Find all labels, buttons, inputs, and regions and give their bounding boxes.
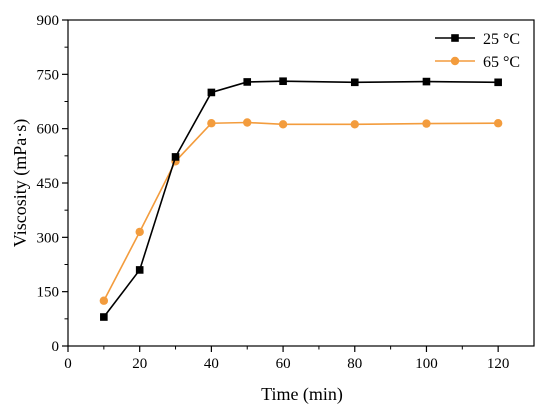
legend: 25 °C 65 °C <box>435 31 520 71</box>
plot-frame <box>67 19 535 347</box>
data-point <box>100 313 108 321</box>
series-25c <box>100 77 502 321</box>
data-point <box>135 227 144 237</box>
x-tick-label: 100 <box>415 356 438 372</box>
y-tick-label: 750 <box>37 67 60 83</box>
data-point <box>99 296 109 305</box>
data-point <box>243 118 252 127</box>
x-tick-label: 120 <box>487 356 510 372</box>
x-tick-label: 0 <box>64 356 72 372</box>
y-tick-label: 900 <box>37 13 60 29</box>
data-point <box>422 119 431 128</box>
y-tick-label: 150 <box>37 285 60 301</box>
data-point <box>243 78 252 86</box>
series-group <box>99 77 503 321</box>
data-point <box>279 77 287 86</box>
x-tick-label: 60 <box>276 356 291 372</box>
x-tick-label: 40 <box>204 356 219 372</box>
legend-label: 25 °C <box>483 31 520 48</box>
data-point <box>171 153 180 161</box>
x-tick-label: 20 <box>132 356 147 372</box>
data-point <box>494 78 502 87</box>
axes: 0 20 40 60 80 100 120 0 150 300 450 600 750 900 <box>37 13 535 372</box>
y-tick-label: 450 <box>37 176 60 192</box>
series-line <box>103 121 499 302</box>
y-tick-label: 600 <box>37 122 60 138</box>
legend-label: 65 °C <box>483 54 520 71</box>
series-65c <box>99 118 503 305</box>
x-tick-label: 80 <box>347 356 362 372</box>
x-axis-title: Time (min) <box>261 384 343 405</box>
data-point <box>207 88 216 97</box>
data-point <box>493 119 503 128</box>
data-point <box>135 266 144 274</box>
data-point <box>350 78 359 87</box>
y-tick-label: 300 <box>37 230 60 246</box>
data-point <box>207 119 216 128</box>
legend-marker <box>450 56 460 66</box>
series-line <box>103 80 499 318</box>
y-axis-title: Viscosity (mPa·s) <box>10 119 31 247</box>
data-point <box>278 120 288 129</box>
data-point <box>422 77 431 86</box>
data-point <box>350 120 359 129</box>
legend-marker <box>451 34 459 42</box>
y-tick-label: 0 <box>52 339 60 355</box>
